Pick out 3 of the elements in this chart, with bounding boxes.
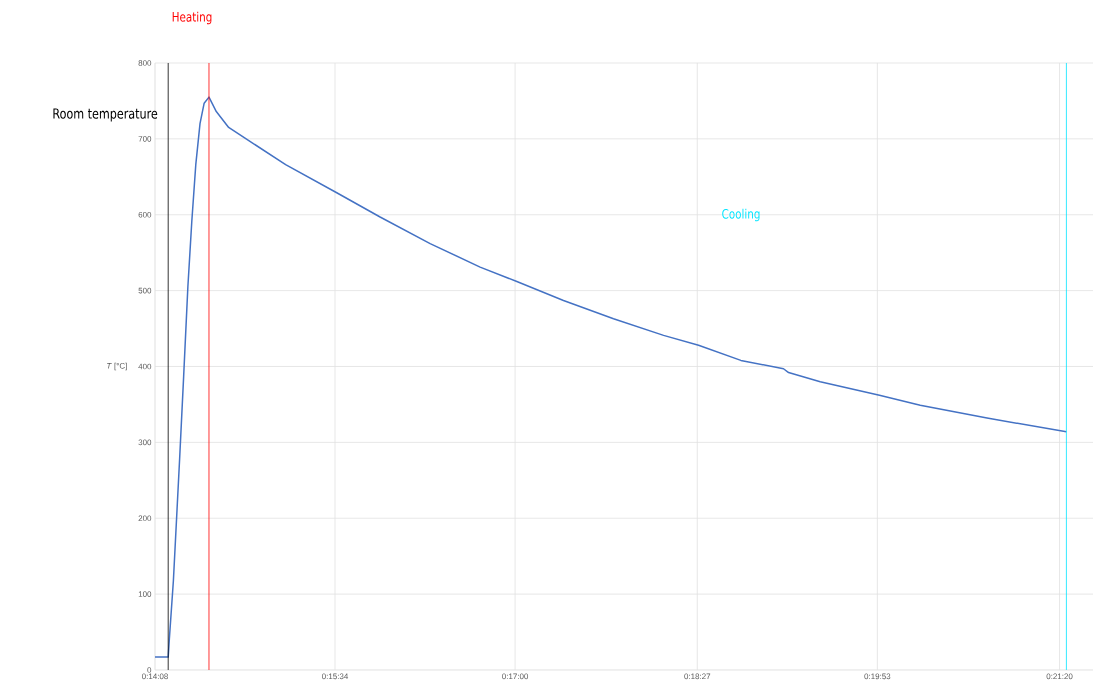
ref-line-label: Cooling (722, 208, 760, 222)
ref-line-label: Heating (172, 11, 212, 25)
ref-line-label: Room temperature (53, 108, 158, 122)
